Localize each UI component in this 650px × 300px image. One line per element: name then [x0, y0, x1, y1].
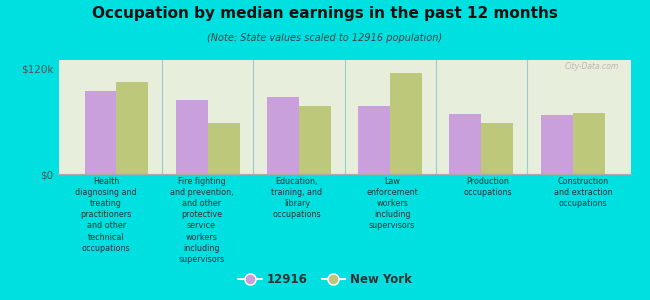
- Bar: [573, 112, 604, 174]
- Text: Health
diagnosing and
treating
practitioners
and other
technical
occupations: Health diagnosing and treating practitio…: [75, 177, 137, 253]
- Legend: 12916, New York: 12916, New York: [233, 269, 417, 291]
- Text: (Note: State values scaled to 12916 population): (Note: State values scaled to 12916 popu…: [207, 33, 443, 43]
- Bar: [207, 123, 240, 174]
- Bar: [176, 100, 207, 174]
- Bar: [267, 97, 299, 174]
- Text: Production
occupations: Production occupations: [463, 177, 512, 197]
- Bar: [482, 123, 514, 174]
- Text: Law
enforcement
workers
including
supervisors: Law enforcement workers including superv…: [367, 177, 418, 230]
- Text: Education,
training, and
library
occupations: Education, training, and library occupat…: [271, 177, 322, 219]
- Text: Construction
and extraction
occupations: Construction and extraction occupations: [554, 177, 612, 208]
- Bar: [449, 114, 482, 174]
- Text: Occupation by median earnings in the past 12 months: Occupation by median earnings in the pas…: [92, 6, 558, 21]
- Bar: [390, 73, 422, 174]
- Text: Fire fighting
and prevention,
and other
protective
service
workers
including
sup: Fire fighting and prevention, and other …: [170, 177, 233, 264]
- Bar: [541, 115, 573, 174]
- Text: City-Data.com: City-Data.com: [565, 62, 619, 71]
- Bar: [299, 106, 331, 174]
- Bar: [116, 82, 148, 174]
- Bar: [358, 106, 390, 174]
- Bar: [84, 91, 116, 174]
